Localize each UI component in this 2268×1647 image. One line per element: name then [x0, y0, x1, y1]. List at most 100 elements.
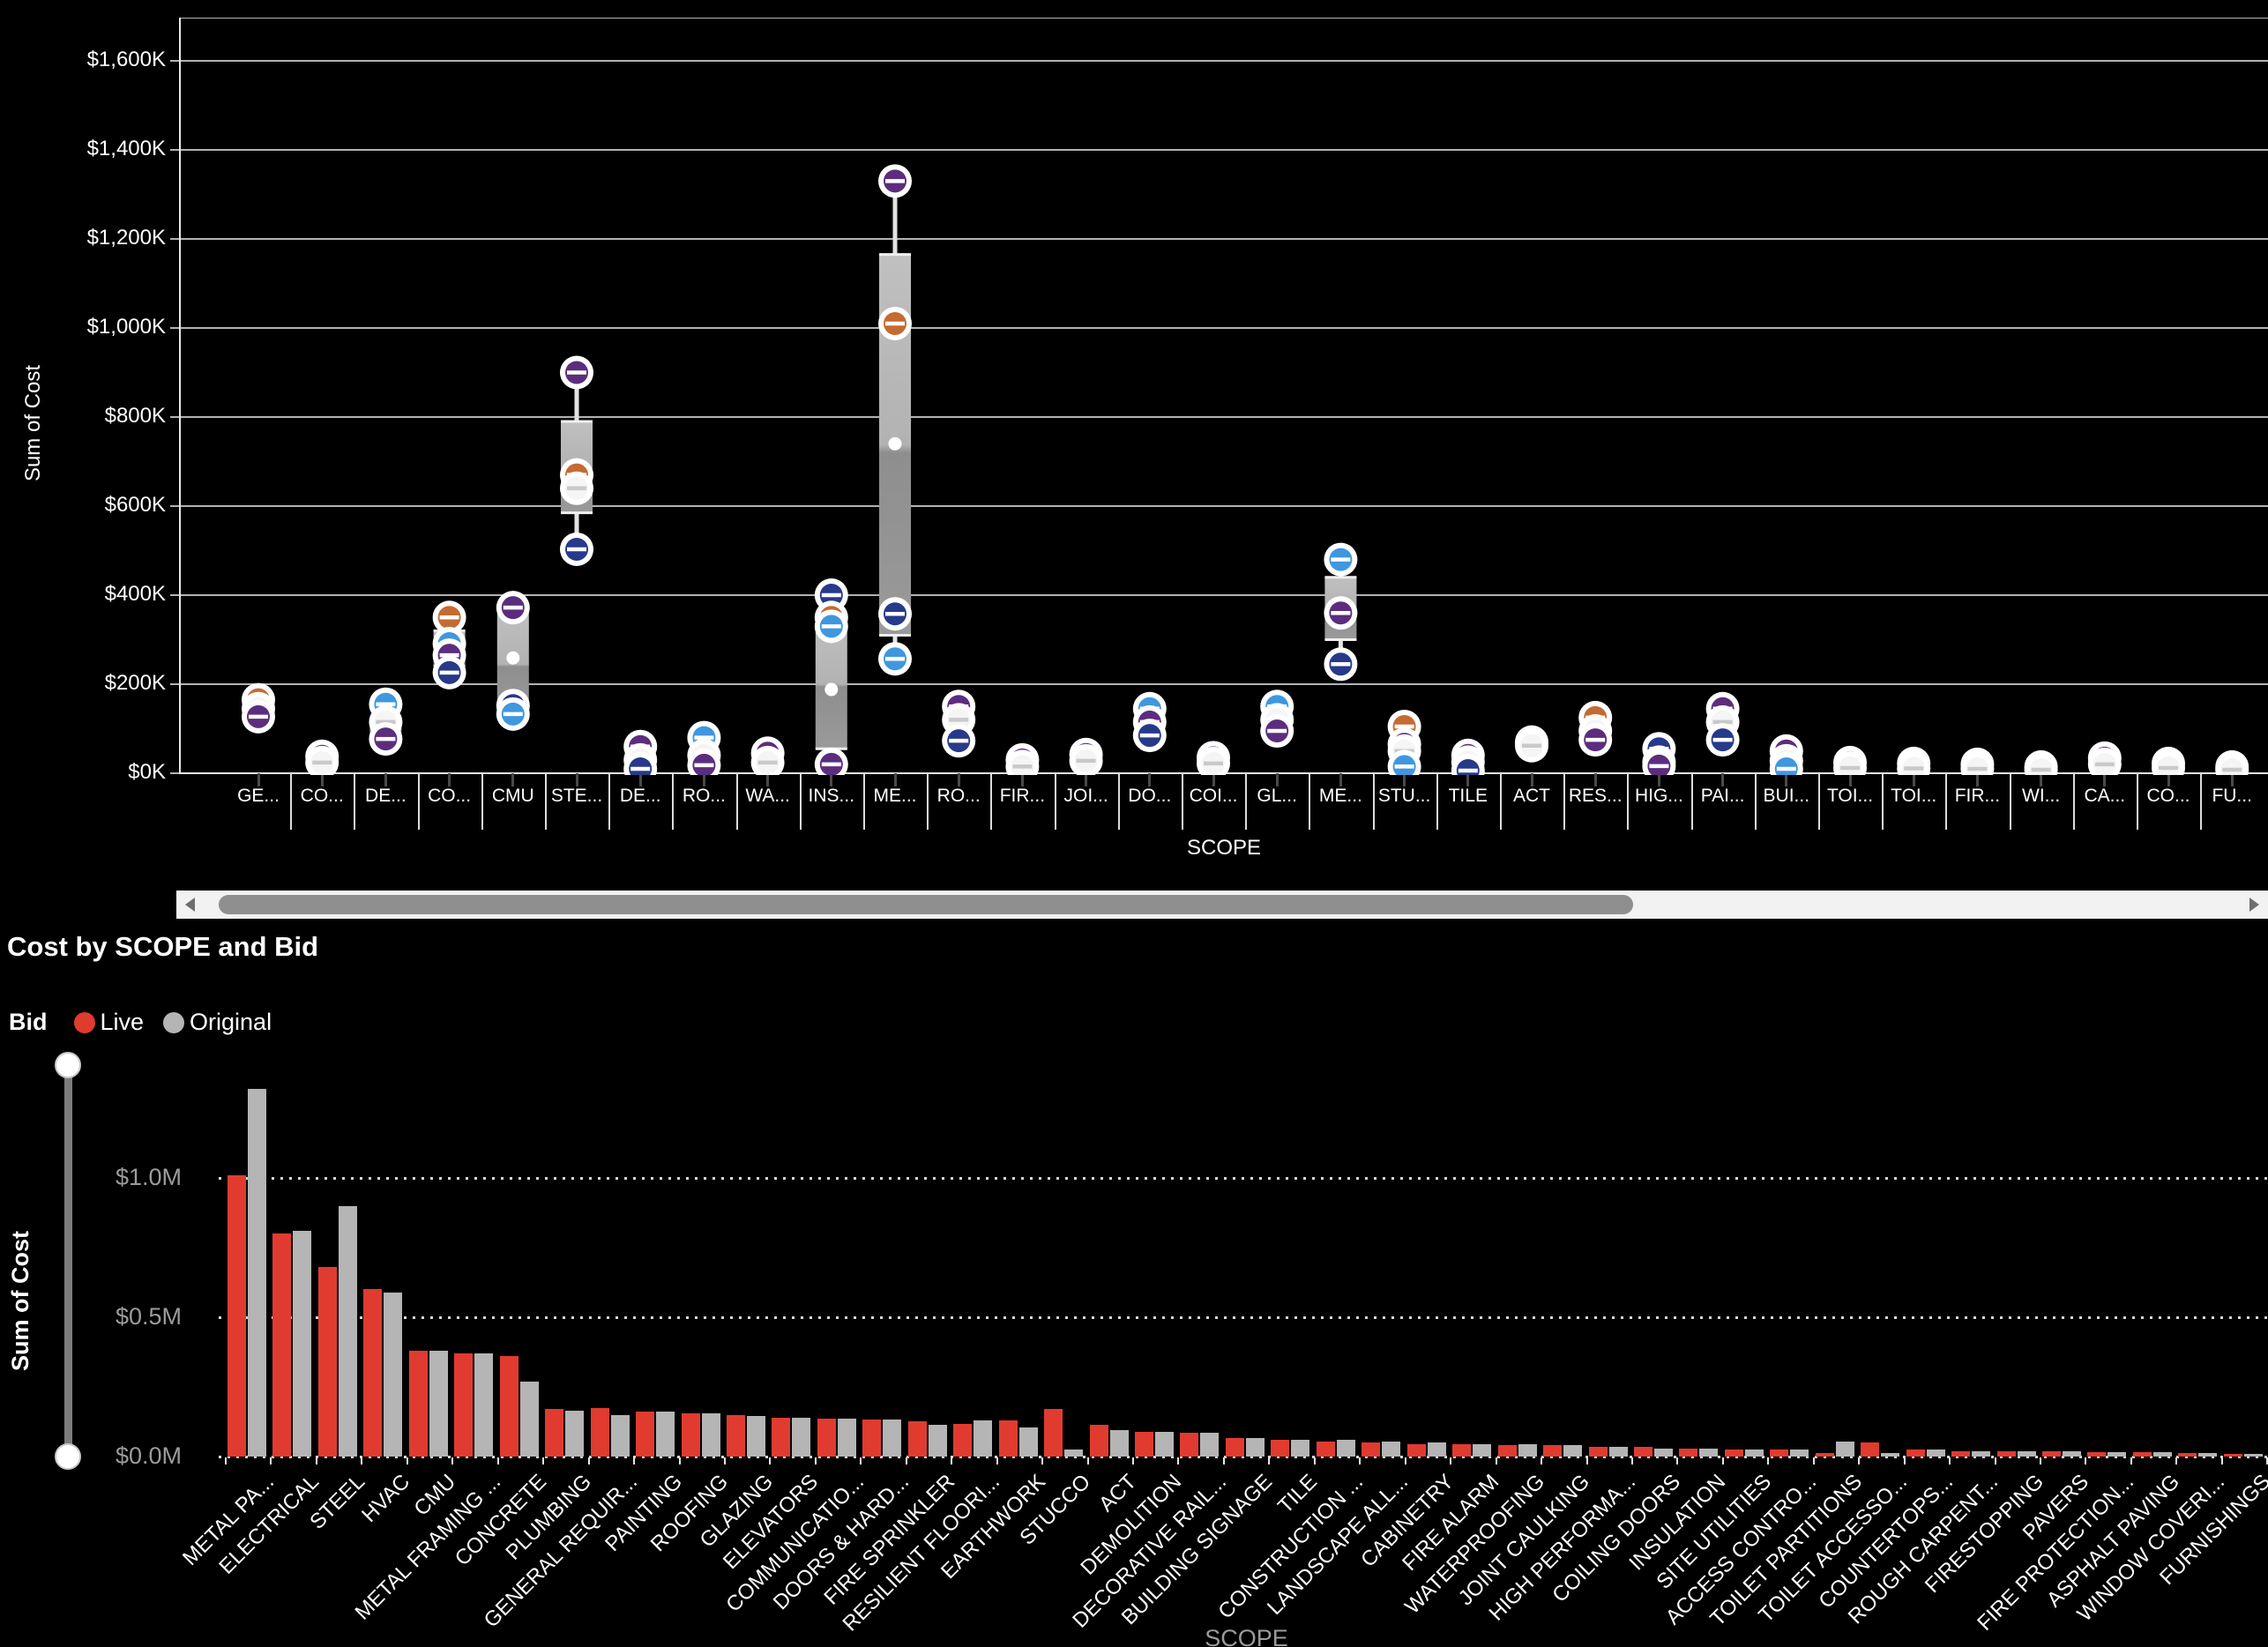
bar-live[interactable]	[681, 1413, 700, 1457]
legend-original-dot-icon[interactable]	[163, 1011, 185, 1033]
bar-live[interactable]	[1225, 1438, 1244, 1457]
legend-live-label[interactable]: Live	[100, 1009, 145, 1035]
category-label[interactable]: CA...	[2084, 786, 2126, 806]
scrollbar-thumb[interactable]	[219, 895, 1633, 914]
bar-live[interactable]	[545, 1409, 564, 1457]
bar-original[interactable]	[1382, 1441, 1401, 1457]
bar-live[interactable]	[272, 1233, 292, 1457]
bar-original[interactable]	[1155, 1431, 1174, 1457]
bar-live[interactable]	[2042, 1450, 2061, 1457]
category-label[interactable]: TOI...	[1891, 786, 1937, 806]
bar-original[interactable]	[928, 1424, 947, 1457]
bar-live[interactable]	[1906, 1450, 1925, 1457]
bar-original[interactable]	[1336, 1440, 1355, 1457]
bar-live[interactable]	[1089, 1424, 1108, 1457]
bar-original[interactable]	[429, 1350, 448, 1457]
bar-live[interactable]	[1497, 1445, 1517, 1457]
bar-original[interactable]	[1926, 1450, 1945, 1457]
slider-track[interactable]	[64, 1065, 72, 1457]
bar-original[interactable]	[1972, 1450, 1991, 1457]
category-label[interactable]: PAI...	[1700, 786, 1745, 806]
category-label[interactable]: DE...	[619, 786, 661, 806]
category-label[interactable]: RES...	[1568, 786, 1623, 806]
category-label[interactable]: COI...	[1189, 786, 1238, 806]
category-label[interactable]: ME...	[1318, 786, 1362, 806]
bar-live[interactable]	[1724, 1450, 1743, 1457]
category-label[interactable]: DO...	[1128, 786, 1172, 806]
category-label[interactable]: STE...	[550, 786, 603, 806]
bar-original[interactable]	[792, 1417, 811, 1457]
bar-live[interactable]	[363, 1289, 383, 1457]
bar-original[interactable]	[1653, 1448, 1673, 1457]
bar-original[interactable]	[1473, 1443, 1492, 1457]
bar-original[interactable]	[1835, 1441, 1854, 1457]
bar-live[interactable]	[454, 1353, 474, 1457]
bar-original[interactable]	[2243, 1453, 2263, 1457]
category-label[interactable]: BUI...	[1763, 786, 1810, 806]
bar-original[interactable]	[2152, 1452, 2172, 1457]
bar-live[interactable]	[998, 1420, 1018, 1457]
category-label[interactable]: STU...	[1377, 786, 1431, 806]
bar-live[interactable]	[772, 1417, 791, 1457]
bar-original[interactable]	[1881, 1453, 1900, 1457]
bar-live[interactable]	[1633, 1446, 1653, 1457]
bar-original[interactable]	[1790, 1450, 1809, 1457]
bar-live[interactable]	[1406, 1443, 1426, 1457]
category-label[interactable]: DE...	[365, 786, 407, 806]
category-label[interactable]: CO...	[300, 786, 344, 806]
bar-live[interactable]	[2223, 1453, 2242, 1457]
category-label[interactable]: RO...	[936, 786, 981, 806]
category-label[interactable]: JOI...	[1063, 786, 1108, 806]
bar-original[interactable]	[565, 1410, 585, 1457]
bar-live[interactable]	[228, 1174, 246, 1457]
bar-live[interactable]	[1815, 1453, 1834, 1457]
category-label[interactable]: HIG...	[1634, 786, 1683, 806]
bar-live[interactable]	[1362, 1442, 1381, 1457]
scroll-right-icon[interactable]	[2249, 898, 2259, 912]
category-label[interactable]: RO...	[682, 786, 726, 806]
bar-original[interactable]	[293, 1231, 312, 1457]
legend-live-dot-icon[interactable]	[73, 1011, 95, 1033]
white-marker[interactable]	[1839, 756, 1861, 775]
bar-live[interactable]	[907, 1420, 927, 1457]
slider-handle-top[interactable]	[55, 1052, 81, 1078]
bar-original[interactable]	[1608, 1446, 1628, 1457]
bar-original[interactable]	[2198, 1453, 2218, 1457]
bar-live[interactable]	[590, 1407, 609, 1457]
bar-live[interactable]	[1588, 1446, 1608, 1457]
legend-original-label[interactable]: Original	[190, 1009, 272, 1035]
bar-original[interactable]	[656, 1412, 675, 1457]
bar-live[interactable]	[726, 1414, 745, 1457]
horizontal-scrollbar[interactable]	[176, 891, 2268, 919]
bar-original[interactable]	[248, 1088, 266, 1457]
white-marker[interactable]	[2157, 756, 2180, 775]
slider-handle-bottom[interactable]	[55, 1443, 81, 1470]
category-label[interactable]: FIR...	[1954, 786, 2001, 806]
bar-original[interactable]	[1245, 1438, 1265, 1457]
bar-live[interactable]	[953, 1423, 973, 1457]
white-marker[interactable]	[1902, 756, 1926, 775]
bar-live[interactable]	[1044, 1409, 1063, 1457]
bar-original[interactable]	[1200, 1433, 1220, 1457]
bar-original[interactable]	[1064, 1450, 1084, 1457]
category-label[interactable]: GE...	[237, 786, 280, 806]
bar-original[interactable]	[610, 1414, 630, 1457]
bar-original[interactable]	[701, 1413, 720, 1457]
bar-original[interactable]	[1291, 1440, 1310, 1457]
category-label[interactable]: ME...	[873, 786, 917, 806]
category-label[interactable]: ACT	[1513, 786, 1550, 806]
bar-live[interactable]	[2178, 1453, 2197, 1457]
bar-original[interactable]	[2108, 1452, 2127, 1457]
bar-original[interactable]	[883, 1419, 902, 1457]
bar-original[interactable]	[1018, 1427, 1038, 1457]
category-label[interactable]: FU...	[2212, 786, 2252, 806]
bar-original[interactable]	[519, 1381, 539, 1457]
bar-original[interactable]	[1699, 1448, 1719, 1457]
bar-live[interactable]	[2087, 1452, 2107, 1457]
bar-live[interactable]	[1271, 1440, 1290, 1457]
bar-original[interactable]	[1744, 1450, 1764, 1457]
category-label[interactable]: GL...	[1257, 786, 1297, 806]
bar-original[interactable]	[2063, 1450, 2081, 1457]
bar-original[interactable]	[1427, 1442, 1446, 1457]
bar-live[interactable]	[1996, 1450, 2016, 1457]
